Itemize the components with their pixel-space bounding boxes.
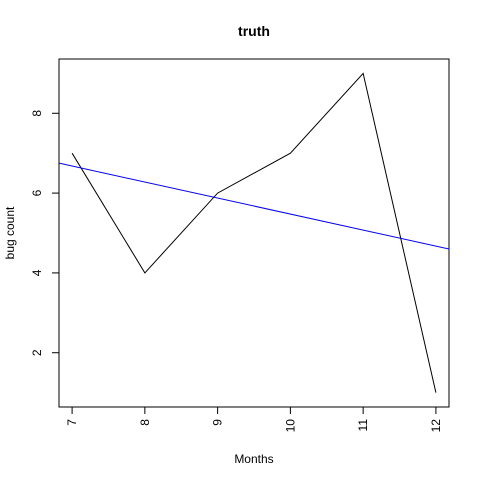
x-tick-label: 10 [283,419,297,433]
x-tick-label: 12 [429,419,443,433]
x-tick-label: 7 [65,419,79,426]
trend-line [59,162,449,250]
y-axis: 2 4 6 8 [30,110,60,356]
plot-area [58,58,450,408]
trend-line-path [59,162,449,250]
y-axis-title: bug count [3,206,17,259]
x-axis: 7 8 9 10 11 12 [65,406,443,433]
x-tick-label: 8 [138,419,152,426]
series-layer [59,72,449,393]
x-axis-title: Months [234,452,273,466]
series-line [71,72,437,393]
chart-title: truth [238,23,270,39]
y-tick-label: 6 [30,189,44,196]
y-tick-label: 4 [30,269,44,276]
y-tick-label: 2 [30,349,44,356]
x-tick-label: 11 [356,419,370,432]
y-tick-label: 8 [30,110,44,117]
x-tick-label: 9 [211,419,225,426]
series-line-path [71,72,437,393]
